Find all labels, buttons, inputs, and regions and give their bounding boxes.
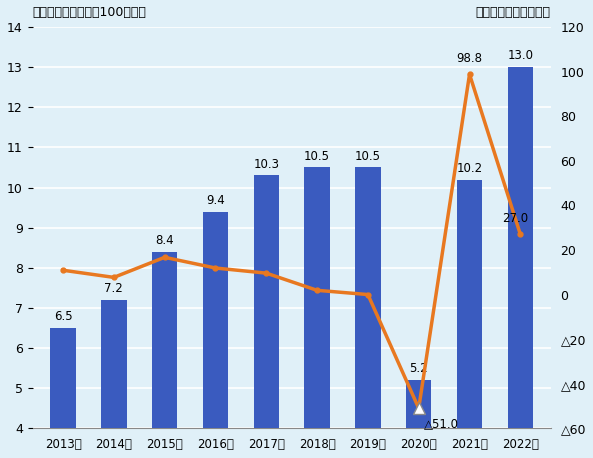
Text: （前年比、単位：％）: （前年比、単位：％）	[476, 6, 551, 19]
Text: 27.0: 27.0	[502, 213, 528, 225]
Text: （入国者数、単位：100万人）: （入国者数、単位：100万人）	[33, 6, 146, 19]
Text: 10.5: 10.5	[355, 150, 381, 163]
Bar	[508, 67, 533, 458]
Bar	[457, 180, 482, 458]
Text: 98.8: 98.8	[457, 52, 483, 65]
Bar	[203, 212, 228, 458]
Text: 6.5: 6.5	[54, 310, 72, 323]
Bar	[355, 168, 381, 458]
Text: 10.2: 10.2	[457, 162, 483, 174]
Text: 5.2: 5.2	[409, 362, 428, 376]
Bar	[406, 380, 432, 458]
Text: 10.3: 10.3	[253, 158, 279, 171]
Text: △51.0: △51.0	[424, 417, 459, 430]
Text: 9.4: 9.4	[206, 194, 225, 207]
Text: 8.4: 8.4	[155, 234, 174, 247]
Bar	[254, 175, 279, 458]
Bar	[304, 168, 330, 458]
Bar	[50, 328, 76, 458]
Text: 13.0: 13.0	[508, 49, 533, 62]
Text: 10.5: 10.5	[304, 150, 330, 163]
Bar	[101, 300, 126, 458]
Bar	[152, 252, 177, 458]
Text: 7.2: 7.2	[104, 282, 123, 295]
